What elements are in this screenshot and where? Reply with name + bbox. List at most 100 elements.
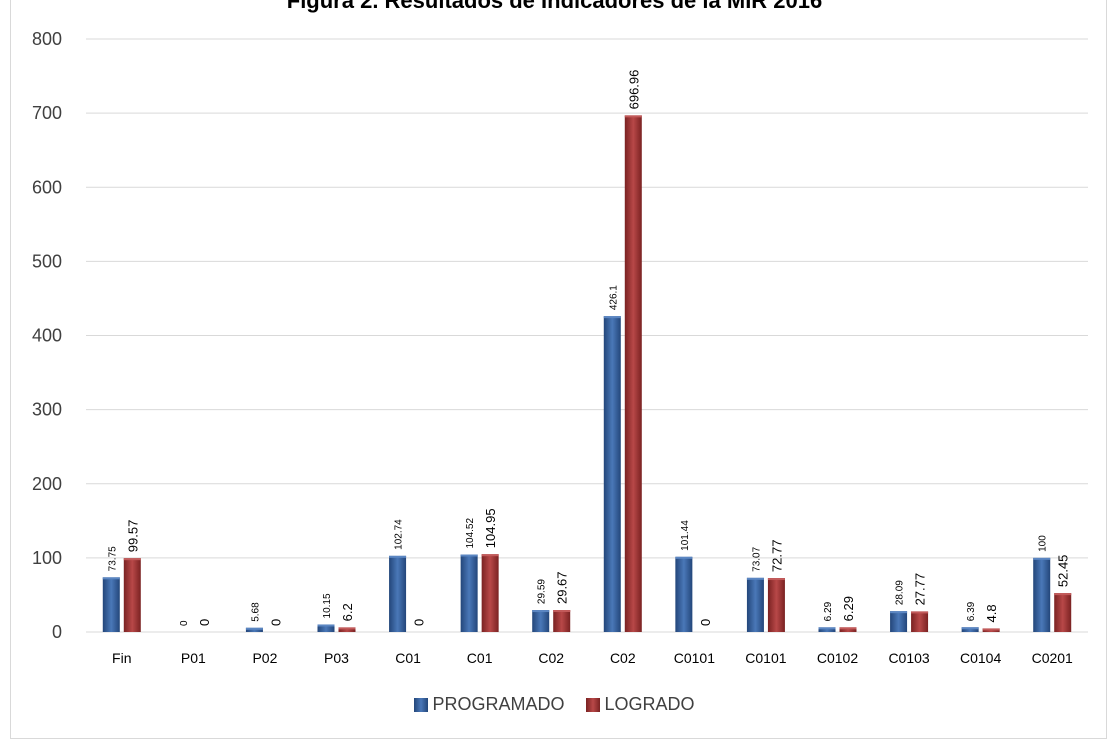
bar-cap	[982, 628, 1000, 631]
data-label-logrado: 72.77	[769, 540, 784, 573]
bar-cap	[603, 316, 621, 319]
bar-programado	[675, 556, 693, 632]
data-label-programado: 29.59	[537, 579, 548, 604]
legend-swatch-programado	[414, 697, 429, 712]
data-label-programado: 28.09	[895, 580, 906, 605]
bar-programado	[102, 577, 120, 632]
bar-cap	[317, 624, 335, 627]
x-tick-label: P02	[252, 650, 277, 666]
data-label-logrado: 6.29	[841, 596, 856, 621]
x-tick-label: C0103	[888, 650, 929, 666]
bar-cap	[1054, 593, 1072, 596]
data-label-logrado: 4.8	[984, 604, 999, 622]
data-label-programado: 5.68	[250, 602, 261, 622]
x-tick-label: Fin	[112, 650, 131, 666]
data-label-logrado: 99.57	[125, 520, 140, 553]
data-label-logrado: 0	[268, 619, 283, 626]
x-tick-label: P01	[181, 650, 206, 666]
y-tick-label: 200	[32, 474, 62, 494]
y-tick-label: 800	[32, 29, 62, 49]
y-tick-label: 0	[52, 622, 62, 642]
x-tick-label: P03	[324, 650, 349, 666]
data-label-programado: 0	[179, 620, 190, 626]
data-label-logrado: 6.2	[340, 603, 355, 621]
bar-programado	[460, 554, 478, 632]
bar-logrado	[767, 578, 785, 632]
bar-cap	[481, 554, 499, 557]
y-tick-label: 300	[32, 400, 62, 420]
bar-cap	[961, 627, 979, 630]
data-label-programado: 101.44	[680, 520, 691, 551]
y-tick-label: 500	[32, 251, 62, 271]
x-tick-label: C0201	[1032, 650, 1073, 666]
chart-frame	[10, 0, 1107, 739]
legend-label-logrado: LOGRADO	[604, 694, 695, 714]
x-tick-label: C02	[610, 650, 636, 666]
data-label-programado: 10.15	[322, 593, 333, 618]
data-label-programado: 426.1	[608, 285, 619, 310]
bar-programado	[746, 577, 764, 632]
bar-programado	[389, 555, 407, 632]
data-label-logrado: 29.67	[555, 571, 570, 604]
data-label-logrado: 104.95	[483, 508, 498, 548]
bar-cap	[123, 558, 141, 561]
data-label-logrado: 0	[412, 619, 427, 626]
bar-logrado	[911, 611, 929, 632]
data-label-programado: 6.39	[966, 601, 977, 621]
bar-cap	[102, 577, 120, 580]
legend-item-programado: PROGRAMADO	[414, 694, 564, 715]
bar-programado	[1033, 557, 1051, 632]
bar-programado	[961, 627, 979, 632]
bar-programado	[532, 610, 550, 632]
y-tick-label: 600	[32, 177, 62, 197]
bar-cap	[245, 627, 263, 630]
data-label-logrado: 52.45	[1056, 555, 1071, 588]
x-tick-label: C0101	[745, 650, 786, 666]
bar-cap	[460, 554, 478, 557]
bar-cap	[338, 627, 356, 630]
legend: PROGRAMADO LOGRADO	[0, 694, 1109, 715]
data-label-programado: 100	[1038, 535, 1049, 552]
bar-cap	[818, 627, 836, 630]
bar-logrado	[1054, 593, 1072, 632]
x-tick-label: C02	[538, 650, 564, 666]
data-label-programado: 104.52	[465, 518, 476, 549]
data-label-logrado: 0	[197, 619, 212, 626]
bar-cap	[890, 611, 908, 614]
legend-swatch-logrado	[586, 697, 601, 712]
bar-cap	[746, 577, 764, 580]
y-tick-label: 100	[32, 548, 62, 568]
bar-programado	[890, 611, 908, 632]
bar-logrado	[338, 627, 356, 632]
bar-programado	[818, 627, 836, 632]
bar-cap	[839, 627, 857, 630]
data-label-programado: 6.29	[823, 601, 834, 621]
bar-chart: 0 100 200 300 400 500 600 700 800 Fin 73.75 99.57 P0…	[32, 29, 1088, 666]
bar-cap	[1033, 557, 1051, 560]
bar-logrado	[624, 115, 642, 632]
data-label-programado: 73.07	[751, 546, 762, 571]
bar-cap	[389, 555, 407, 558]
x-tick-label: C01	[467, 650, 493, 666]
bar-cap	[767, 578, 785, 581]
bar-logrado	[839, 627, 857, 632]
bar-logrado	[481, 554, 499, 632]
data-label-logrado: 696.96	[626, 70, 641, 110]
x-tick-label: C01	[395, 650, 421, 666]
x-tick-label: C0101	[674, 650, 715, 666]
bar-programado	[317, 624, 335, 632]
y-tick-label: 400	[32, 326, 62, 346]
data-label-programado: 102.74	[394, 519, 405, 550]
x-tick-label: C0102	[817, 650, 858, 666]
x-tick-label: C0104	[960, 650, 1001, 666]
legend-item-logrado: LOGRADO	[586, 694, 695, 715]
bar-programado	[603, 316, 621, 632]
bar-cap	[553, 610, 571, 613]
bar-logrado	[553, 610, 571, 632]
bar-programado	[245, 627, 263, 632]
bar-cap	[624, 115, 642, 118]
data-label-logrado: 27.77	[913, 573, 928, 606]
data-label-logrado: 0	[698, 619, 713, 626]
chart-title: Figura 2. Resultados de Indicadores de l…	[286, 0, 823, 13]
y-tick-label: 700	[32, 103, 62, 123]
